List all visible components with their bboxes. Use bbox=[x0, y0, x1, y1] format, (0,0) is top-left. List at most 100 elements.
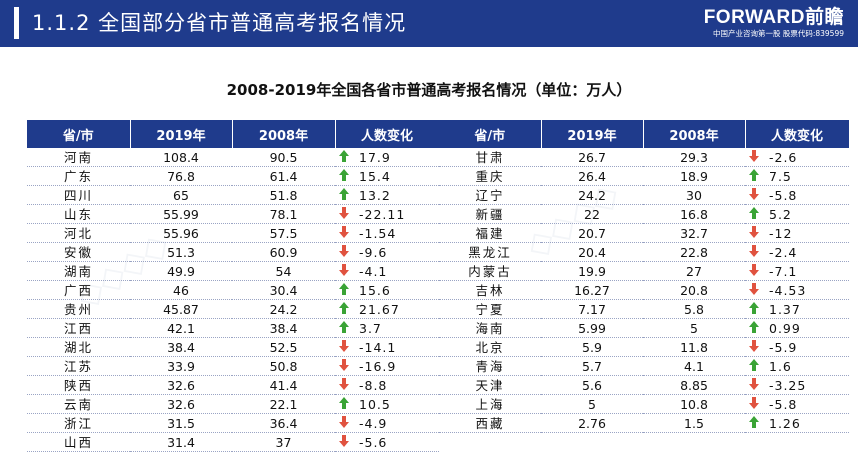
table-row: 新疆 22 16.8 5.2 bbox=[439, 204, 849, 224]
arrow-down-icon bbox=[339, 244, 349, 261]
table-header-row: 省/市 2019年 2008年 人数变化 bbox=[27, 120, 440, 148]
value-2019-cell: 32.6 bbox=[130, 375, 232, 395]
change-cell: -8.8 bbox=[335, 375, 439, 395]
change-value: 1.6 bbox=[769, 359, 792, 374]
change-value: 10.5 bbox=[359, 397, 391, 412]
table-row: 重庆 26.4 18.9 7.5 bbox=[439, 166, 849, 186]
table-row: 内蒙古 19.9 27 -7.1 bbox=[439, 261, 849, 281]
value-2008-cell: 16.8 bbox=[643, 204, 745, 224]
value-2008-cell: 51.8 bbox=[232, 185, 335, 205]
value-2019-cell: 76.8 bbox=[130, 166, 232, 186]
change-cell: -2.6 bbox=[745, 148, 849, 167]
arrow-down-icon bbox=[749, 282, 759, 299]
table-row: 甘肃 26.7 29.3 -2.6 bbox=[439, 148, 849, 167]
value-2019-cell: 5.6 bbox=[541, 375, 643, 395]
table-row: 湖北 38.4 52.5 -14.1 bbox=[27, 337, 439, 357]
province-cell: 四川 bbox=[27, 185, 130, 205]
change-value: -9.6 bbox=[359, 245, 388, 260]
province-table-left: 省/市 2019年 2008年 人数变化 河南 108.4 90.5 17.9 广东 76… bbox=[27, 120, 440, 452]
province-cell: 辽宁 bbox=[439, 185, 541, 205]
arrow-down-icon bbox=[749, 149, 759, 166]
arrow-up-icon bbox=[339, 282, 349, 299]
province-cell: 海南 bbox=[439, 318, 541, 338]
value-2019-cell: 5 bbox=[541, 394, 643, 414]
change-cell: -7.1 bbox=[745, 261, 849, 281]
forward-logo: FORWARD前瞻 中国产业咨询第一股 股票代码:839599 bbox=[704, 8, 844, 39]
col-header-province: 省/市 bbox=[439, 120, 542, 148]
arrow-up-icon bbox=[339, 301, 349, 318]
province-cell: 天津 bbox=[439, 375, 541, 395]
change-value: -5.8 bbox=[769, 397, 798, 412]
arrow-up-icon bbox=[749, 301, 759, 318]
province-cell: 甘肃 bbox=[439, 148, 541, 167]
value-2008-cell: 37 bbox=[232, 432, 335, 452]
value-2008-cell: 57.5 bbox=[232, 223, 335, 243]
change-value: -14.1 bbox=[359, 340, 397, 355]
arrow-down-icon bbox=[749, 339, 759, 356]
province-cell: 新疆 bbox=[439, 204, 541, 224]
value-2008-cell: 5.8 bbox=[643, 299, 745, 319]
arrow-down-icon bbox=[339, 263, 349, 280]
table-row: 江苏 33.9 50.8 -16.9 bbox=[27, 356, 439, 376]
table-row: 天津 5.6 8.85 -3.25 bbox=[439, 375, 849, 395]
change-cell: 17.9 bbox=[335, 148, 439, 167]
value-2019-cell: 26.4 bbox=[541, 166, 643, 186]
change-cell: -4.9 bbox=[335, 413, 439, 433]
col-header-change: 人数变化 bbox=[335, 120, 440, 148]
province-cell: 上海 bbox=[439, 394, 541, 414]
change-cell: 1.26 bbox=[745, 413, 849, 433]
value-2019-cell: 2.76 bbox=[541, 413, 643, 433]
value-2019-cell: 5.99 bbox=[541, 318, 643, 338]
change-value: 1.37 bbox=[769, 302, 801, 317]
table-row: 海南 5.99 5 0.99 bbox=[439, 318, 849, 338]
value-2008-cell: 4.1 bbox=[643, 356, 745, 376]
table-row: 山东 55.99 78.1 -22.11 bbox=[27, 204, 439, 224]
value-2008-cell: 20.8 bbox=[643, 280, 745, 300]
value-2019-cell: 42.1 bbox=[130, 318, 232, 338]
col-header-2008: 2008年 bbox=[643, 120, 746, 148]
arrow-up-icon bbox=[749, 358, 759, 375]
change-cell: -2.4 bbox=[745, 242, 849, 262]
change-value: -5.9 bbox=[769, 340, 798, 355]
value-2019-cell: 26.7 bbox=[541, 148, 643, 167]
province-cell: 福建 bbox=[439, 223, 541, 243]
change-cell: -16.9 bbox=[335, 356, 439, 376]
change-cell: 10.5 bbox=[335, 394, 439, 414]
value-2019-cell: 20.4 bbox=[541, 242, 643, 262]
change-cell: -9.6 bbox=[335, 242, 439, 262]
page-title: 1.1.2 全国部分省市普通高考报名情况 bbox=[32, 11, 407, 35]
arrow-down-icon bbox=[749, 263, 759, 280]
change-value: 17.9 bbox=[359, 150, 391, 165]
value-2019-cell: 16.27 bbox=[541, 280, 643, 300]
change-cell: 15.4 bbox=[335, 166, 439, 186]
value-2008-cell: 30.4 bbox=[232, 280, 335, 300]
change-value: 21.67 bbox=[359, 302, 400, 317]
arrow-down-icon bbox=[339, 225, 349, 242]
change-cell: -22.11 bbox=[335, 204, 439, 224]
change-value: -8.8 bbox=[359, 378, 388, 393]
arrow-down-icon bbox=[339, 206, 349, 223]
value-2008-cell: 8.85 bbox=[643, 375, 745, 395]
change-value: -12 bbox=[769, 226, 793, 241]
table-row: 安徽 51.3 60.9 -9.6 bbox=[27, 242, 439, 262]
province-cell: 河南 bbox=[27, 148, 130, 167]
province-cell: 湖北 bbox=[27, 337, 130, 357]
province-cell: 安徽 bbox=[27, 242, 130, 262]
table-title: 2008-2019年全国各省市普通高考报名情况（单位：万人） bbox=[226, 81, 632, 99]
arrow-down-icon bbox=[749, 377, 759, 394]
change-value: 15.6 bbox=[359, 283, 391, 298]
table-row: 上海 5 10.8 -5.8 bbox=[439, 394, 849, 414]
table-header-row: 省/市 2019年 2008年 人数变化 bbox=[439, 120, 850, 148]
value-2019-cell: 65 bbox=[130, 185, 232, 205]
change-value: 3.7 bbox=[359, 321, 382, 336]
change-value: 15.4 bbox=[359, 169, 391, 184]
value-2008-cell: 90.5 bbox=[232, 148, 335, 167]
value-2008-cell: 11.8 bbox=[643, 337, 745, 357]
arrow-up-icon bbox=[339, 320, 349, 337]
change-value: 1.26 bbox=[769, 416, 801, 431]
change-cell: 13.2 bbox=[335, 185, 439, 205]
value-2019-cell: 38.4 bbox=[130, 337, 232, 357]
col-header-2008: 2008年 bbox=[232, 120, 336, 148]
table-row: 青海 5.7 4.1 1.6 bbox=[439, 356, 849, 376]
value-2019-cell: 46 bbox=[130, 280, 232, 300]
